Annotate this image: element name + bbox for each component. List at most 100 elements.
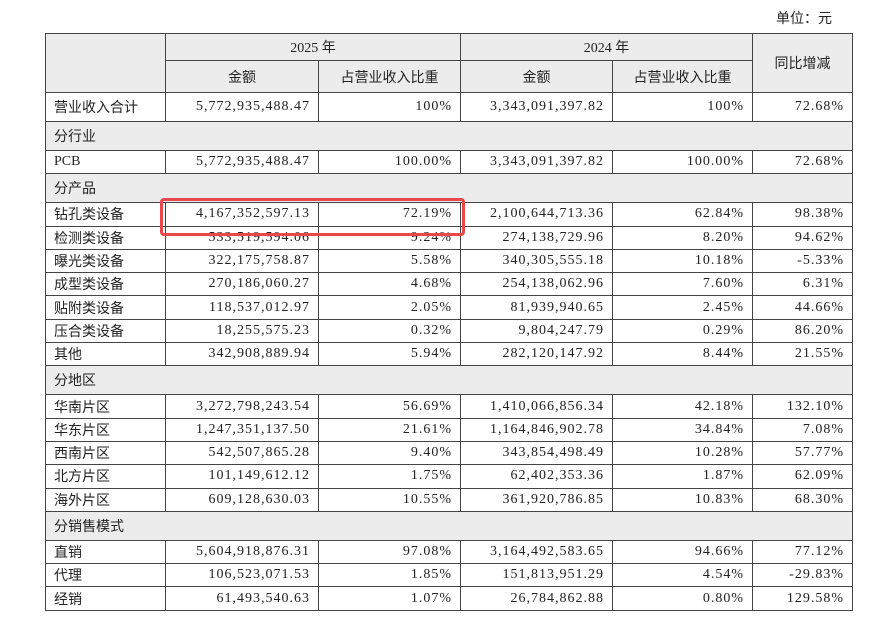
cell: 3,164,492,583.65 — [460, 539, 613, 565]
cell: 101,149,612.12 — [165, 464, 319, 489]
cell: 8.20% — [612, 225, 753, 250]
cell: 1,410,066,856.34 — [460, 394, 613, 419]
cell: 7.60% — [612, 272, 753, 297]
cell: 0.29% — [612, 318, 753, 344]
cell: 62.09% — [752, 464, 853, 489]
cell: 1,247,351,137.50 — [165, 417, 319, 442]
cell: 5,772,935,488.47 — [165, 149, 319, 175]
data-row: 北方片区 101,149,612.12 1.75% 62,402,353.36 1.87… — [45, 464, 853, 489]
cell: 151,813,951.29 — [460, 563, 613, 588]
cell: 274,138,729.96 — [460, 225, 613, 250]
cell: 86.20% — [752, 318, 853, 344]
cell: 56.69% — [318, 394, 461, 419]
cell: 77.12% — [752, 539, 853, 565]
cell: 1.75% — [318, 464, 461, 489]
data-row: 经销 61,493,540.63 1.07% 26,784,862.88 0.80% 12… — [45, 586, 853, 611]
section-row: 分销售模式 — [45, 510, 853, 541]
cell: 361,920,786.85 — [460, 487, 613, 512]
data-row: 曝光类设备 322,175,758.87 5.58% 340,305,555.18 10… — [45, 248, 853, 274]
data-row: 贴附类设备 118,537,012.97 2.05% 81,939,940.65 2.4… — [45, 295, 853, 320]
cell: 营业收入合计 — [45, 92, 166, 122]
cell: 100.00% — [612, 149, 753, 175]
highlight-box — [160, 198, 465, 236]
cell: 343,854,498.49 — [460, 440, 613, 466]
cell: 0.80% — [612, 586, 753, 611]
cell: 3,343,091,397.82 — [460, 149, 613, 175]
header-cell: 2024 年 — [460, 33, 753, 61]
cell: 5.94% — [318, 342, 461, 367]
cell: 代理 — [45, 563, 166, 588]
cell: 62,402,353.36 — [460, 464, 613, 489]
cell: 4.68% — [318, 272, 461, 297]
cell: 61,493,540.63 — [165, 586, 319, 611]
section-cell: 分行业 — [45, 121, 853, 151]
cell: 7.08% — [752, 417, 853, 442]
cell: 609,128,630.03 — [165, 487, 319, 512]
data-row: 代理 106,523,071.53 1.85% 151,813,951.29 4.54%… — [45, 563, 853, 588]
cell: 10.28% — [612, 440, 753, 466]
cell: 72.68% — [752, 149, 853, 175]
cell: 1.87% — [612, 464, 753, 489]
data-row: 成型类设备 270,186,060.27 4.68% 254,138,062.96 7.… — [45, 272, 853, 297]
cell: 经销 — [45, 586, 166, 611]
cell: 8.44% — [612, 342, 753, 367]
header-cell: 金额 — [460, 60, 613, 93]
cell: 97.08% — [318, 539, 461, 565]
cell: 1,164,846,902.78 — [460, 417, 613, 442]
header-cell: 金额 — [165, 60, 319, 93]
cell: 132.10% — [752, 394, 853, 419]
cell: 检测类设备 — [45, 225, 166, 250]
header-cell: 同比增减 — [752, 33, 853, 93]
cell: 100% — [612, 92, 753, 122]
subheader-row: 金额 占营业收入比重 金额 占营业收入比重 — [46, 60, 853, 93]
cell: 1.07% — [318, 586, 461, 611]
cell: 34.84% — [612, 417, 753, 442]
cell: 81,939,940.65 — [460, 295, 613, 320]
cell: 0.32% — [318, 318, 461, 344]
cell: 542,507,865.28 — [165, 440, 319, 466]
section-row: 分地区 — [45, 365, 853, 396]
data-row: 检测类设备 533,519,594.06 9.24% 274,138,729.96 8.… — [45, 225, 853, 250]
cell: PCB — [45, 149, 166, 175]
cell: 贴附类设备 — [45, 295, 166, 320]
cell: 5,604,918,876.31 — [165, 539, 319, 565]
cell: 6.31% — [752, 272, 853, 297]
cell: 9,804,247.79 — [460, 318, 613, 344]
data-row: 海外片区 609,128,630.03 10.55% 361,920,786.85 10… — [45, 487, 853, 512]
cell: 106,523,071.53 — [165, 563, 319, 588]
data-row: 钻孔类设备 4,167,352,597.13 72.19% 2,100,644,713… — [45, 202, 853, 227]
cell: 北方片区 — [45, 464, 166, 489]
header-cell: 占营业收入比重 — [612, 60, 753, 93]
cell: 72.68% — [752, 92, 853, 122]
data-row: 直销 5,604,918,876.31 97.08% 3,164,492,583.65… — [45, 539, 853, 565]
cell: 94.62% — [752, 225, 853, 250]
cell: 钻孔类设备 — [45, 202, 166, 227]
cell: 18,255,575.23 — [165, 318, 319, 344]
cell: 1.85% — [318, 563, 461, 588]
cell: 9.24% — [318, 225, 461, 250]
cell: 270,186,060.27 — [165, 272, 319, 297]
cell: 2,100,644,713.36 — [460, 202, 613, 227]
data-row: 华东片区 1,247,351,137.50 21.61% 1,164,846,902.… — [45, 417, 853, 442]
cell: 26,784,862.88 — [460, 586, 613, 611]
cell: 2.45% — [612, 295, 753, 320]
cell: 129.58% — [752, 586, 853, 611]
cell: -29.83% — [752, 563, 853, 588]
cell: 94.66% — [612, 539, 753, 565]
cell: 直销 — [45, 539, 166, 565]
header-row: 2025 年 2024 年 同比增减 — [45, 33, 853, 93]
cell: 62.84% — [612, 202, 753, 227]
header-cell — [45, 33, 166, 93]
cell: 5.58% — [318, 248, 461, 274]
cell: 21.55% — [752, 342, 853, 367]
cell: 57.77% — [752, 440, 853, 466]
data-row: 其他 342,908,889.94 5.94% 282,120,147.92 8.44%… — [45, 342, 853, 367]
data-row: 西南片区 542,507,865.28 9.40% 343,854,498.49 10.… — [45, 440, 853, 466]
data-row: PCB 5,772,935,488.47 100.00% 3,343,091,397.… — [45, 149, 853, 175]
cell: 曝光类设备 — [45, 248, 166, 274]
data-row: 压合类设备 18,255,575.23 0.32% 9,804,247.79 0.29%… — [45, 318, 853, 344]
cell: 342,908,889.94 — [165, 342, 319, 367]
cell: 4,167,352,597.13 — [165, 202, 319, 227]
cell: 118,537,012.97 — [165, 295, 319, 320]
cell: 282,120,147.92 — [460, 342, 613, 367]
